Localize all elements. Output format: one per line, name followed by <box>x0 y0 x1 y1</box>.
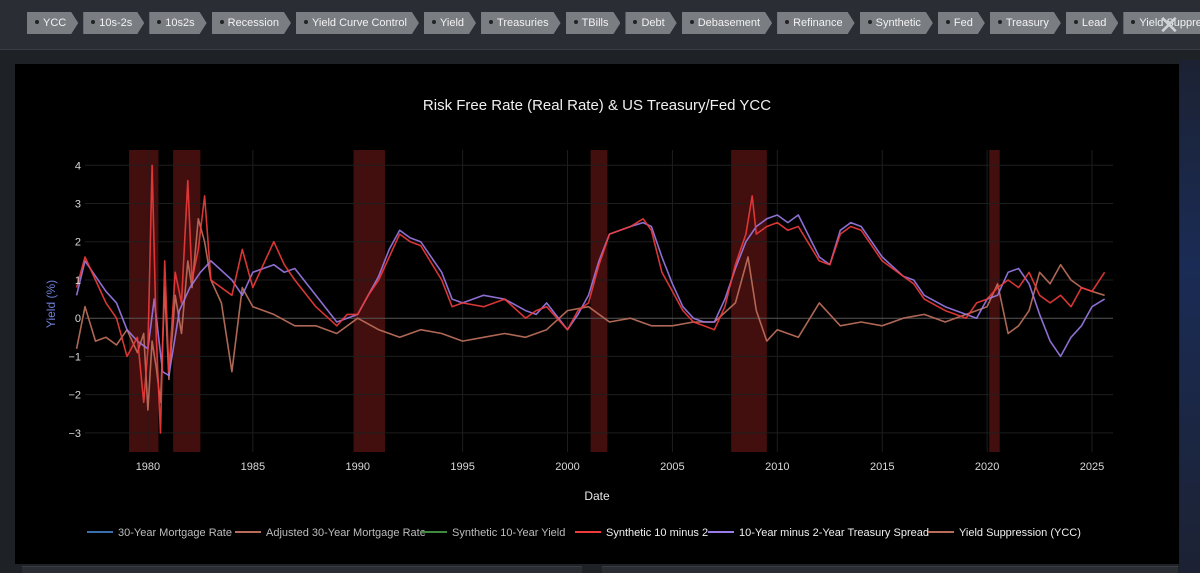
y-tick-label: 4 <box>75 160 81 172</box>
y-tick-label: 1 <box>75 275 81 287</box>
tag-treasury[interactable]: Treasury <box>990 12 1061 34</box>
tag-bullet-icon <box>946 20 950 24</box>
tag-label: 10s2s <box>165 17 195 29</box>
x-tick-label: 2015 <box>870 461 894 473</box>
tag-label: Fed <box>953 17 973 29</box>
tag-label: YCC <box>43 17 67 29</box>
tag-refinance[interactable]: Refinance <box>777 12 855 34</box>
legend-item-label: Synthetic 10-Year Yield <box>452 527 565 539</box>
tag-bullet-icon <box>785 20 789 24</box>
tag-bullet-icon <box>220 20 224 24</box>
tag-10s2s[interactable]: 10s2s <box>149 12 206 34</box>
tag-lead[interactable]: Lead <box>1066 12 1118 34</box>
close-icon[interactable]: ✕ <box>1158 10 1180 40</box>
tag-list: YCC 10s-2s 10s2s Recession Yield Curve Contr… <box>27 12 1200 34</box>
legend-item-label: Yield Suppression (YCC) <box>959 527 1081 539</box>
x-tick-label: 1985 <box>241 461 265 473</box>
tag-bullet-icon <box>998 20 1002 24</box>
legend-item-label: 30-Year Mortgage Rate <box>118 527 232 539</box>
chart-panel: Risk Free Rate (Real Rate) & US Treasury… <box>15 64 1179 564</box>
tag-yield[interactable]: Yield <box>424 12 476 34</box>
tag-synthetic[interactable]: Synthetic <box>860 12 933 34</box>
tag-label: Lead <box>1081 17 1107 29</box>
tag-label: TBills <box>581 17 609 29</box>
recession-band <box>989 150 1000 452</box>
tag-label: Yield <box>439 17 465 29</box>
recession-band <box>731 150 767 452</box>
panel-edge <box>22 566 582 573</box>
y-tick-label: 3 <box>75 199 81 211</box>
y-tick-label: −2 <box>68 390 81 402</box>
x-tick-label: 2010 <box>765 461 789 473</box>
chart-svg: Risk Free Rate (Real Rate) & US Treasury… <box>44 97 1113 539</box>
y-axis-title: Yield (%) <box>44 280 58 328</box>
tag-yield-suppression[interactable]: Yield Suppression <box>1123 12 1200 34</box>
tag-bullet-icon <box>1131 20 1135 24</box>
x-tick-label: 1995 <box>450 461 474 473</box>
x-tick-label: 1990 <box>345 461 369 473</box>
tag-bullet-icon <box>574 20 578 24</box>
tag-bullet-icon <box>868 20 872 24</box>
tag-label: Debt <box>641 17 665 29</box>
recession-band <box>353 150 386 452</box>
legend-item-label: Adjusted 30-Year Mortgage Rate <box>266 527 426 539</box>
tag-tbills[interactable]: TBills <box>566 12 621 34</box>
tag-bar: YCC 10s-2s 10s2s Recession Yield Curve Contr… <box>0 0 1200 50</box>
x-tick-label: 1980 <box>136 461 160 473</box>
tag-recession[interactable]: Recession <box>212 12 291 34</box>
x-tick-label: 2000 <box>555 461 579 473</box>
tag-bullet-icon <box>690 20 694 24</box>
y-tick-label: 2 <box>75 237 81 249</box>
legend-item-label: Synthetic 10 minus 2 <box>606 527 708 539</box>
tag-ycc[interactable]: YCC <box>27 12 78 34</box>
tag-yield-curve-control[interactable]: Yield Curve Control <box>296 12 419 34</box>
tag-label: Synthetic <box>875 17 921 29</box>
tag-bullet-icon <box>633 20 637 24</box>
recession-band <box>590 150 608 452</box>
background-glow <box>1180 60 1200 573</box>
x-axis-title: Date <box>584 489 610 503</box>
tag-bullet-icon <box>489 20 493 24</box>
series-line-yield-suppression-ycc- <box>75 218 1105 411</box>
tag-bullet-icon <box>1074 20 1078 24</box>
tag-bullet-icon <box>91 20 95 24</box>
tag-bullet-icon <box>304 20 308 24</box>
tag-bullet-icon <box>35 20 39 24</box>
y-tick-label: 0 <box>75 313 81 325</box>
tag-bullet-icon <box>432 20 436 24</box>
tag-fed[interactable]: Fed <box>938 12 985 34</box>
panel-edge <box>602 566 1178 573</box>
legend-item-label: 10-Year minus 2-Year Treasury Spread <box>739 527 929 539</box>
tag-label: Treasuries <box>497 17 549 29</box>
tag-label: Recession <box>227 17 279 29</box>
tag-label: 10s-2s <box>99 17 133 29</box>
series-line-synthetic-10-minus-2 <box>75 164 1106 434</box>
x-tick-label: 2005 <box>660 461 684 473</box>
x-tick-label: 2020 <box>975 461 999 473</box>
tag-label: Debasement <box>697 17 761 29</box>
tag-label: Refinance <box>793 17 843 29</box>
tag-bullet-icon <box>157 20 161 24</box>
y-tick-label: −1 <box>68 351 81 363</box>
tag-10s-2s[interactable]: 10s-2s <box>83 12 144 34</box>
x-tick-label: 2025 <box>1080 461 1104 473</box>
tag-debasement[interactable]: Debasement <box>682 12 772 34</box>
tag-label: Yield Curve Control <box>311 17 407 29</box>
y-tick-label: −3 <box>68 428 81 440</box>
tag-treasuries[interactable]: Treasuries <box>481 12 561 34</box>
tag-label: Yield Suppression <box>1139 17 1200 29</box>
tag-label: Treasury <box>1005 17 1049 29</box>
tag-debt[interactable]: Debt <box>625 12 676 34</box>
chart-title: Risk Free Rate (Real Rate) & US Treasury… <box>423 97 771 114</box>
